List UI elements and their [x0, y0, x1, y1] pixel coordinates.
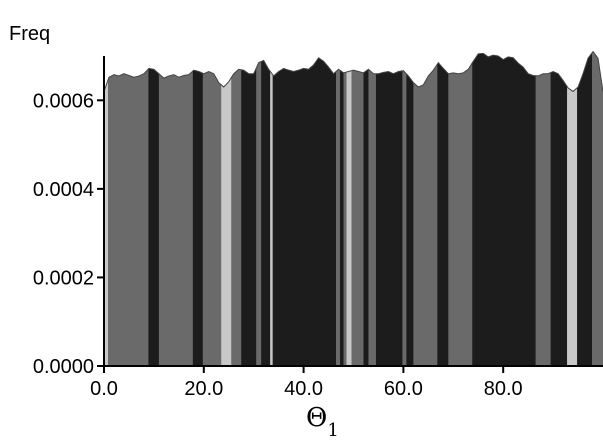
x-tick-label: 0.0 [90, 378, 118, 400]
band-medium [202, 51, 222, 366]
x-tick-label: 40.0 [284, 378, 323, 400]
band-light [567, 51, 578, 366]
band-medium [413, 51, 438, 366]
band-dark [340, 51, 344, 366]
band-light [104, 51, 109, 366]
y-tick-label: 0.0006 [33, 90, 94, 112]
x-tick-label: 20.0 [184, 378, 223, 400]
shaded-bands [104, 51, 603, 366]
band-light [270, 51, 273, 366]
band-light [346, 51, 352, 366]
band-dark [272, 51, 337, 366]
band-medium [448, 51, 473, 366]
band-dark [550, 51, 568, 366]
band-dark [406, 51, 414, 366]
y-tick-label: 0.0002 [33, 267, 94, 289]
band-medium [158, 51, 194, 366]
band-medium [256, 51, 262, 366]
band-medium [402, 51, 407, 366]
band-medium [535, 51, 551, 366]
band-medium [343, 51, 347, 366]
band-dark [261, 51, 271, 366]
y-tick-label: 0.0004 [33, 179, 94, 201]
band-dark [192, 51, 204, 366]
band-dark [437, 51, 449, 366]
density-outline [103, 50, 603, 93]
band-medium [351, 51, 364, 366]
band-medium [231, 51, 242, 366]
x-ticks: 0.0 20.0 40.0 60.0 80.0 [90, 366, 523, 400]
x-axis-label-subscript: 1 [327, 420, 338, 441]
band-dark [241, 51, 257, 366]
band-light [221, 51, 232, 366]
band-dark [363, 51, 369, 366]
y-ticks: 0.0000 0.0002 0.0004 0.0006 [33, 90, 104, 378]
band-medium [592, 51, 603, 366]
band-medium [336, 51, 341, 366]
y-axis-label: Freq [9, 23, 50, 45]
x-tick-label: 80.0 [484, 378, 523, 400]
x-axis-label: Θ1 [306, 403, 339, 441]
band-dark [577, 51, 593, 366]
x-axis-label-symbol: Θ [306, 403, 327, 433]
band-medium [368, 51, 377, 366]
band-dark [472, 51, 536, 366]
y-tick-label: 0.0000 [33, 356, 94, 378]
x-tick-label: 60.0 [384, 378, 423, 400]
band-dark [148, 51, 160, 366]
band-dark [375, 51, 403, 366]
band-medium [107, 51, 149, 366]
